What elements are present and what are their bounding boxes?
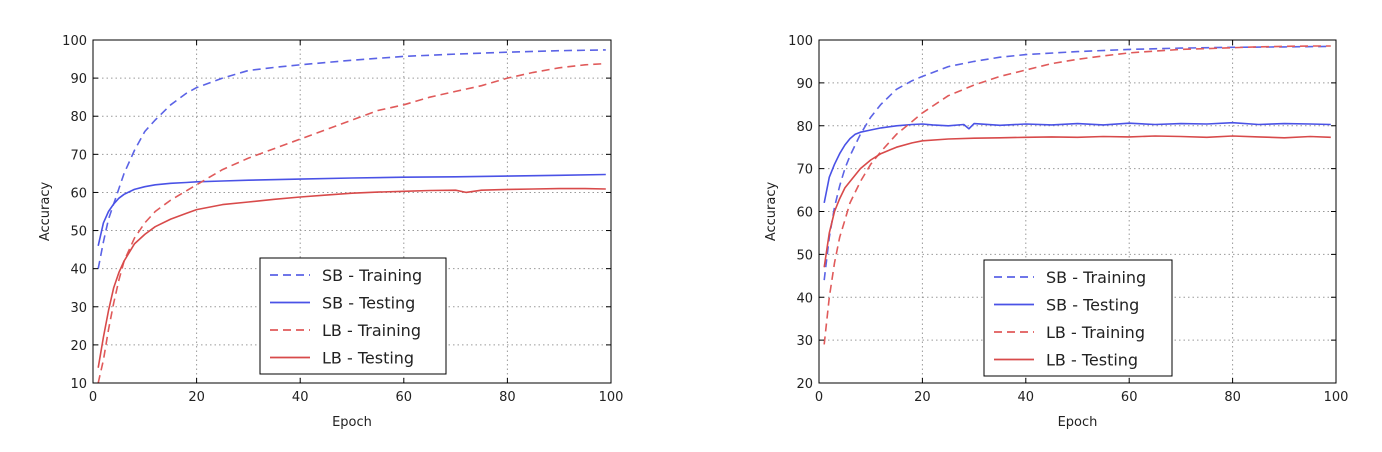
y-tick-label: 70	[70, 148, 87, 163]
x-tick-label: 0	[89, 390, 97, 405]
x-tick-label: 100	[599, 390, 624, 405]
x-tick-label: 40	[1018, 390, 1035, 405]
y-tick-label: 50	[70, 225, 87, 240]
legend-label-2: LB - Training	[1046, 323, 1145, 342]
y-tick-label: 100	[788, 34, 813, 49]
legend-label-1: SB - Testing	[1046, 296, 1139, 315]
x-tick-label: 80	[1224, 390, 1241, 405]
y-tick-label: 50	[796, 248, 813, 263]
series-line-2	[97, 62, 606, 384]
series-line-3	[823, 135, 1331, 268]
y-tick-label: 30	[796, 334, 813, 349]
y-tick-label: 90	[796, 77, 813, 92]
legend-box	[259, 257, 447, 375]
x-tick-label: 60	[1121, 390, 1138, 405]
chart-left: 0 20 40 60 80 100 10 20 30 40 50 60 70 80 90 100 Epoch Ac…	[38, 34, 623, 430]
series-line-1	[97, 173, 606, 246]
plot-frame	[92, 39, 612, 384]
y-tick-label: 60	[796, 206, 813, 221]
x-tick-label: 0	[815, 390, 823, 405]
legend-label-3: LB - Testing	[1046, 351, 1138, 370]
series-line-1	[823, 121, 1331, 204]
y-tick-label: 100	[62, 34, 87, 49]
series-line-3	[97, 187, 606, 368]
legend-label-0: SB - Training	[322, 266, 422, 285]
legend-label-2: LB - Training	[322, 321, 421, 340]
x-axis-label: Epoch	[332, 415, 372, 430]
series-line-2	[823, 45, 1331, 345]
legend: SB - Training SB - Testing LB - Training LB…	[259, 257, 447, 375]
x-axis-label: Epoch	[1058, 415, 1098, 430]
legend: SB - Training SB - Testing LB - Training LB…	[983, 259, 1173, 377]
y-tick-label: 20	[70, 339, 87, 354]
x-tick-label: 20	[914, 390, 931, 405]
legend-label-3: LB - Testing	[322, 349, 414, 368]
legend-label-1: SB - Testing	[322, 294, 415, 313]
series-line-0	[97, 49, 606, 269]
y-tick-label: 80	[70, 110, 87, 125]
chart-right: 0 20 40 60 80 1002030405060708090100EpochAccu…	[764, 34, 1348, 430]
series-line-0	[823, 45, 1331, 281]
legend-box	[983, 259, 1173, 377]
y-axis-label: Accuracy	[764, 182, 779, 242]
x-tick-label: 40	[292, 390, 309, 405]
y-axis-label: Accuracy	[38, 182, 53, 242]
y-tick-label: 80	[796, 120, 813, 135]
y-tick-label: 40	[70, 263, 87, 278]
y-tick-label: 40	[796, 291, 813, 306]
y-tick-label: 70	[796, 163, 813, 178]
legend-label-0: SB - Training	[1046, 268, 1146, 287]
x-tick-label: 80	[499, 390, 516, 405]
x-tick-label: 60	[396, 390, 413, 405]
y-tick-label: 60	[70, 186, 87, 201]
y-tick-label: 20	[796, 377, 813, 392]
x-tick-label: 20	[188, 390, 205, 405]
x-tick-label: 100	[1324, 390, 1349, 405]
y-tick-label: 90	[70, 72, 87, 87]
y-tick-label: 30	[70, 301, 87, 316]
y-tick-label: 10	[70, 377, 87, 392]
